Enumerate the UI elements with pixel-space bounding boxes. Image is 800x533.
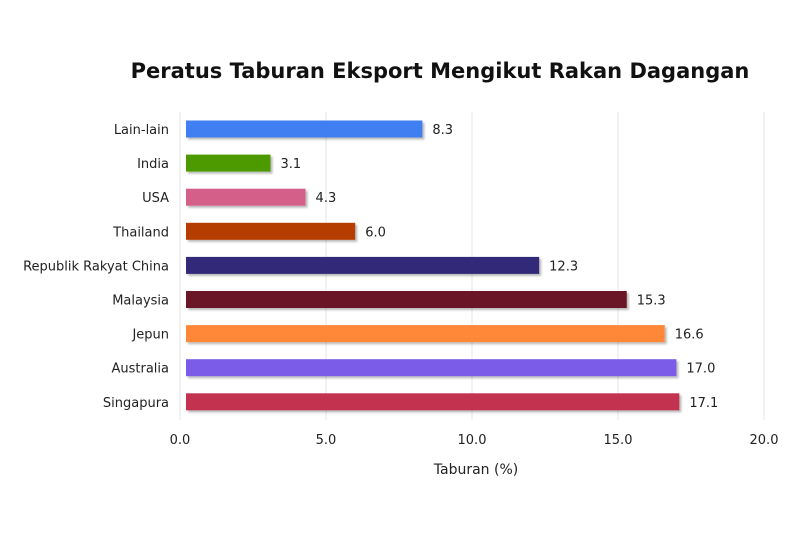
value-labels: 8.3 3.1 4.3 6.0 12.3 15.3 16.6 17.0 17.1 (281, 123, 719, 411)
value-label: 17.0 (686, 362, 715, 377)
value-label: 12.3 (549, 259, 578, 274)
value-label: 16.6 (675, 328, 704, 343)
bar (186, 222, 356, 240)
category-labels: Lain-lain India USA Thailand Republik Rakyat… (23, 123, 169, 411)
category-label: USA (142, 191, 169, 206)
bar (186, 359, 677, 377)
value-label: 8.3 (432, 123, 453, 138)
value-label: 15.3 (637, 294, 666, 309)
bar (186, 154, 271, 172)
value-label: 4.3 (316, 191, 337, 206)
bar (186, 325, 665, 343)
category-label: Malaysia (112, 294, 169, 309)
bar (186, 188, 306, 206)
x-tick-label: 15.0 (604, 433, 633, 448)
bar (186, 120, 423, 138)
category-label: Thailand (112, 225, 169, 240)
category-label: India (137, 157, 169, 172)
x-tick-label: 5.0 (316, 433, 337, 448)
bar (186, 291, 627, 308)
value-label: 3.1 (281, 157, 302, 172)
x-tick-label: 0.0 (170, 433, 191, 448)
bar (186, 256, 540, 274)
bars (186, 120, 680, 411)
value-label: 6.0 (365, 225, 386, 240)
chart-title: Peratus Taburan Eksport Mengikut Rakan D… (131, 59, 750, 83)
category-label: Singapura (103, 396, 169, 411)
x-axis-title: Taburan (%) (433, 462, 518, 478)
x-tick-labels: 0.0 5.0 10.0 15.0 20.0 (170, 433, 779, 448)
category-label: Jepun (131, 328, 169, 343)
bar (186, 393, 680, 411)
value-label: 17.1 (689, 396, 718, 411)
x-tick-label: 10.0 (458, 433, 487, 448)
category-label: Lain-lain (114, 123, 169, 138)
category-label: Republik Rakyat China (23, 259, 169, 274)
x-tick-label: 20.0 (750, 433, 779, 448)
category-label: Australia (111, 362, 169, 377)
